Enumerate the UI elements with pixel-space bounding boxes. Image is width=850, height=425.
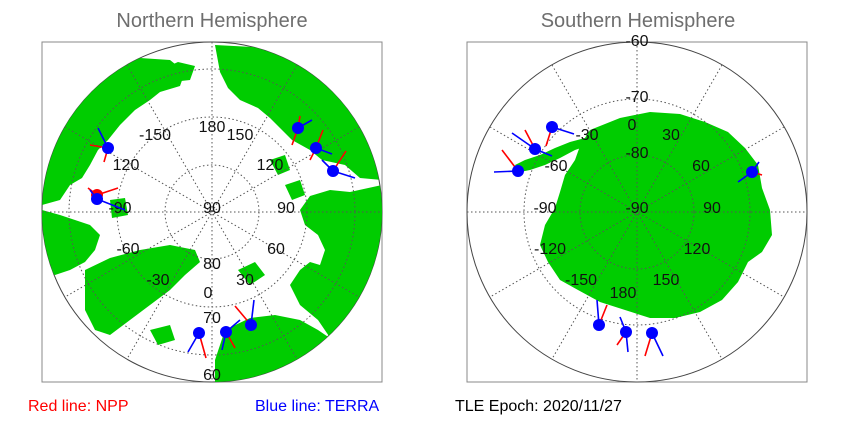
north-lat-60: 60 xyxy=(203,367,221,384)
north-satellite-tracks xyxy=(87,115,356,359)
south-lon-120: 120 xyxy=(684,241,711,258)
north-graticule xyxy=(42,42,382,382)
satellite-marker-icon xyxy=(309,129,333,161)
satellite-marker-icon xyxy=(234,299,257,331)
north-lon-0: 0 xyxy=(204,285,213,302)
north-lat-70: 70 xyxy=(203,310,221,327)
north-lon-180: 180 xyxy=(199,119,226,136)
south-map: -60 -70 0 -30 30 -80 -60 60 -90 -90 90 -… xyxy=(466,33,808,383)
south-lon-60: 60 xyxy=(692,158,710,175)
south-lon-m120: -120 xyxy=(534,241,566,258)
south-graticule xyxy=(467,42,807,382)
north-lon-e120: 120 xyxy=(257,157,284,174)
south-lon-m90: -90 xyxy=(533,200,556,217)
south-lon-180: 180 xyxy=(610,285,637,302)
north-map: 180 -150 150 120 120 -90 90 90 -60 60 80… xyxy=(41,41,383,384)
satellite-marker-icon xyxy=(593,299,608,331)
satellite-marker-icon xyxy=(220,319,241,351)
north-lon-90: 90 xyxy=(277,200,295,217)
satellite-marker-icon xyxy=(291,115,313,146)
legend-npp: Red line: NPP xyxy=(28,398,129,415)
north-lon-150: 150 xyxy=(227,127,254,144)
north-lon-m150: -150 xyxy=(139,127,171,144)
north-lon-m60: -60 xyxy=(116,241,139,258)
north-lon-w120: 120 xyxy=(113,157,140,174)
north-map-title: Northern Hemisphere xyxy=(116,10,308,32)
south-satellite-tracks xyxy=(493,121,763,357)
south-lat-m80: -80 xyxy=(625,145,648,162)
south-lon-m30: -30 xyxy=(575,127,598,144)
north-lat-80: 80 xyxy=(203,256,221,273)
legend-terra: Blue line: TERRA xyxy=(255,398,380,415)
south-lon-30: 30 xyxy=(662,127,680,144)
satellite-marker-icon xyxy=(545,121,575,147)
satellite-marker-icon xyxy=(616,316,632,353)
north-lat-90: 90 xyxy=(203,200,221,217)
south-lon-m150: -150 xyxy=(565,272,597,289)
tle-epoch: TLE Epoch: 2020/11/27 xyxy=(455,398,622,415)
south-lon-m60: -60 xyxy=(544,158,567,175)
satellite-marker-icon xyxy=(89,127,114,163)
south-lon-0: 0 xyxy=(628,117,637,134)
south-lat-m70: -70 xyxy=(625,89,648,106)
south-lat-m60: -60 xyxy=(625,33,648,50)
satellite-marker-icon xyxy=(644,327,664,357)
north-lon-m30: -30 xyxy=(146,272,169,289)
satellite-marker-icon xyxy=(493,149,524,177)
south-map-title: Southern Hemisphere xyxy=(540,10,736,32)
south-land xyxy=(515,112,772,318)
south-lat-m90: -90 xyxy=(625,200,648,217)
satellite-marker-icon xyxy=(737,161,763,183)
north-lon-60: 60 xyxy=(267,241,285,258)
satellite-marker-icon xyxy=(321,150,356,179)
satellite-marker-icon xyxy=(89,189,126,211)
satellite-marker-icon xyxy=(187,327,207,359)
south-lon-150: 150 xyxy=(653,272,680,289)
satellite-marker-icon xyxy=(511,129,553,157)
south-lon-90: 90 xyxy=(703,200,721,217)
north-lon-30: 30 xyxy=(236,272,254,289)
